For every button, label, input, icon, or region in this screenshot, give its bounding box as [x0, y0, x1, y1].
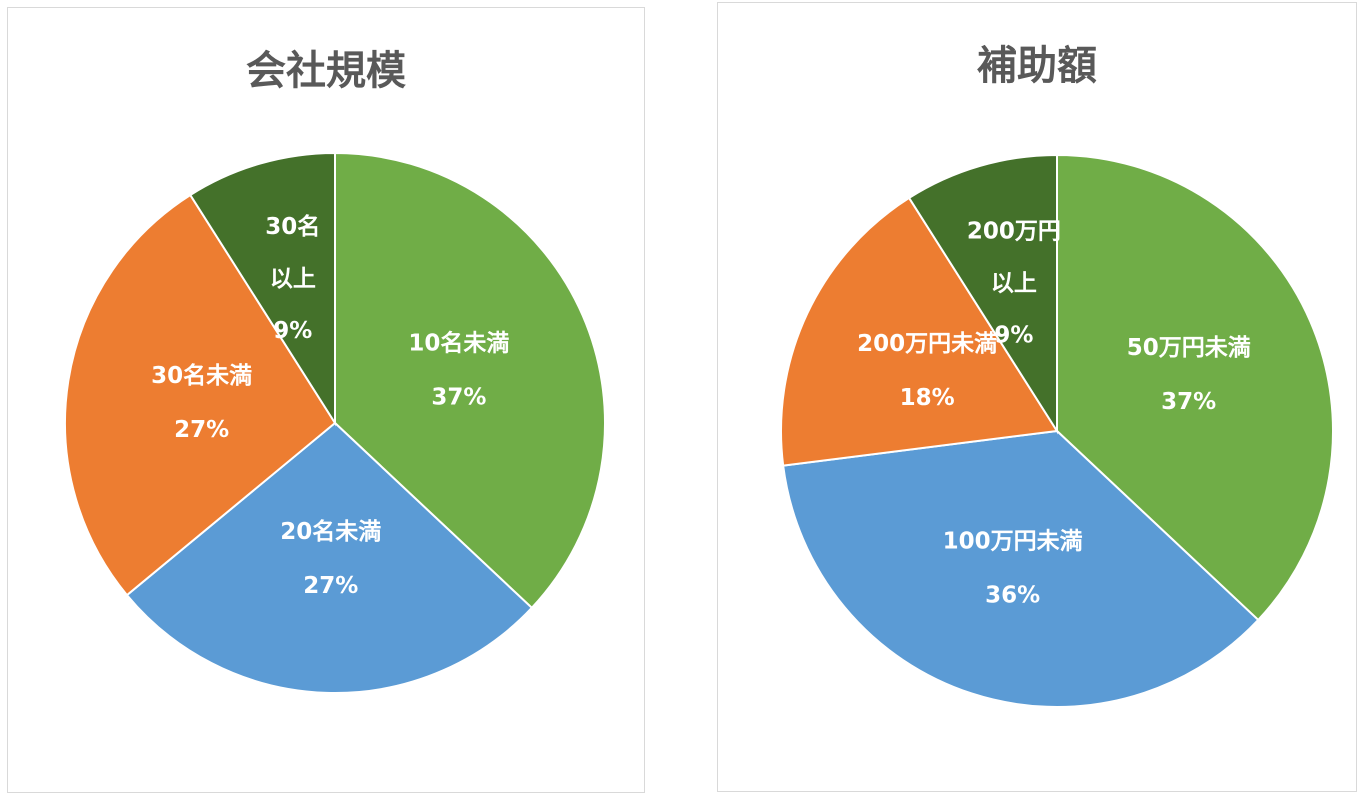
- slice-percent-label: 9%: [994, 323, 1033, 349]
- pie-slice: [1056, 153, 1334, 622]
- subsidy-amount-chart: 補助額 50万円未満 37% 100万円未満 36% 200万円未満 18% 200万円以上…: [717, 2, 1357, 792]
- slice-percent-label: 27%: [303, 573, 358, 599]
- slice-category-label: 30名未満: [151, 362, 252, 389]
- chart-title: 会社規模: [246, 48, 406, 94]
- pie-slice: [334, 151, 606, 610]
- slice-category-label: 以上: [991, 271, 1037, 297]
- slice-category-label: 30名: [265, 213, 320, 240]
- slice-category-label: 以上: [270, 266, 316, 292]
- pie-slice: [188, 151, 336, 427]
- slice-category-label: 20名未満: [280, 518, 381, 545]
- pie-slice: [780, 196, 1059, 467]
- slice-percent-label: 37%: [431, 384, 486, 410]
- slice-category-label: 50万円未満: [1127, 335, 1251, 361]
- slice-percent-label: 36%: [985, 582, 1040, 608]
- pie-slice: [64, 193, 337, 597]
- slice-percent-label: 37%: [1161, 389, 1216, 415]
- pie-slice: [782, 429, 1260, 708]
- pie-slice: [125, 421, 534, 694]
- slice-category-label: 100万円未満: [943, 528, 1083, 554]
- pie-slice: [907, 153, 1058, 435]
- slice-percent-label: 18%: [900, 385, 955, 411]
- slice-percent-label: 27%: [174, 417, 229, 443]
- slice-category-label: 10名未満: [408, 329, 509, 356]
- slice-percent-label: 9%: [273, 318, 312, 344]
- company-size-chart: 会社規模 10名未満 37% 20名未満 27% 30名未満 27% 30名以上 9%: [7, 7, 645, 793]
- chart-title: 補助額: [977, 43, 1097, 89]
- slice-category-label: 200万円未満: [857, 331, 997, 357]
- slice-category-label: 200万円: [967, 219, 1061, 245]
